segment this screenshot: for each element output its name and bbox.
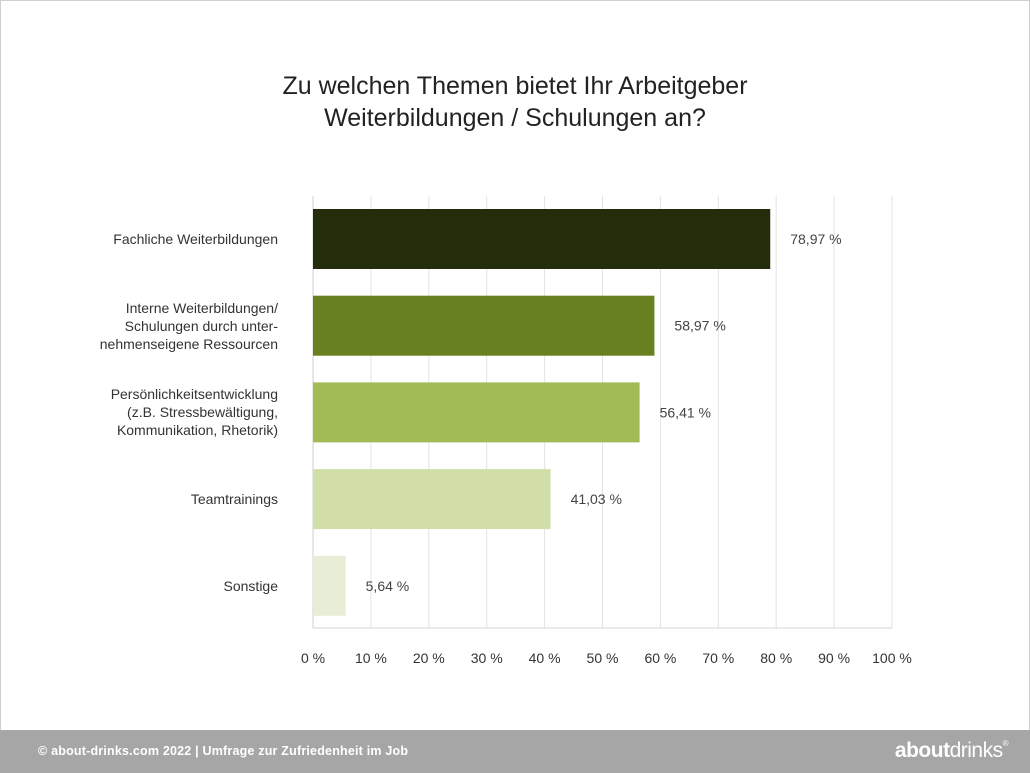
bar — [313, 382, 640, 443]
chart-title: Zu welchen Themen bietet Ihr Arbeitgeber… — [0, 70, 1030, 134]
x-tick-label: 40 % — [529, 650, 561, 666]
category-label: Persönlichkeitsentwicklung (z.B. Stressb… — [110, 386, 278, 439]
bar-value-label: 41,03 % — [571, 491, 622, 507]
footer-text: © about-drinks.com 2022 | Umfrage zur Zu… — [38, 744, 409, 758]
x-tick-label: 60 % — [644, 650, 676, 666]
bar — [313, 469, 551, 530]
chart-title-line-1: Zu welchen Themen bietet Ihr Arbeitgeber — [282, 72, 748, 100]
chart-frame — [0, 0, 1030, 730]
x-tick-label: 50 % — [587, 650, 619, 666]
x-tick-label: 70 % — [702, 650, 734, 666]
brand-logo-regular: drinks — [949, 739, 1004, 762]
x-tick-label: 90 % — [818, 650, 850, 666]
bar-value-label: 58,97 % — [674, 318, 725, 334]
category-label: Fachliche Weiterbildungen — [113, 231, 278, 247]
chart-title-line-2: Weiterbildungen / Schulungen an? — [324, 104, 706, 132]
bar — [313, 555, 346, 616]
x-tick-label: 10 % — [355, 650, 387, 666]
bars: 78,97 % 58,97 % 56,41 % 41,03 % 5,64 % — [313, 209, 842, 616]
category-label: Teamtrainings — [190, 491, 278, 508]
category-label: Interne Weiterbildungen/ Schulungen durc… — [99, 299, 278, 352]
bar-value-label: 5,64 % — [366, 578, 410, 594]
x-tick-label: 80 % — [760, 650, 792, 666]
bar — [313, 209, 771, 269]
bar-chart: 78,97 % 58,97 % 56,41 % 41,03 % 5,64 % 0 % 10… — [301, 196, 912, 666]
footer-bar: © about-drinks.com 2022 | Umfrage zur Zu… — [0, 730, 1030, 773]
bar-value-label: 78,97 % — [790, 231, 841, 247]
brand-logo: aboutdrinks® — [894, 739, 1009, 763]
x-tick-label: 100 % — [872, 650, 912, 666]
x-axis-ticks: 0 % 10 % 20 % 30 % 40 % 50 % 60 % 70 % 80 % 90 % 1… — [301, 650, 912, 666]
brand-logo-mark: ® — [1002, 739, 1009, 748]
x-tick-label: 0 % — [301, 650, 325, 666]
category-label: Sonstige — [223, 577, 278, 594]
bar — [313, 295, 655, 356]
x-tick-label: 20 % — [413, 650, 445, 666]
brand-logo-bold: about — [894, 739, 950, 762]
x-tick-label: 30 % — [471, 650, 503, 666]
bar-value-label: 56,41 % — [660, 404, 711, 420]
